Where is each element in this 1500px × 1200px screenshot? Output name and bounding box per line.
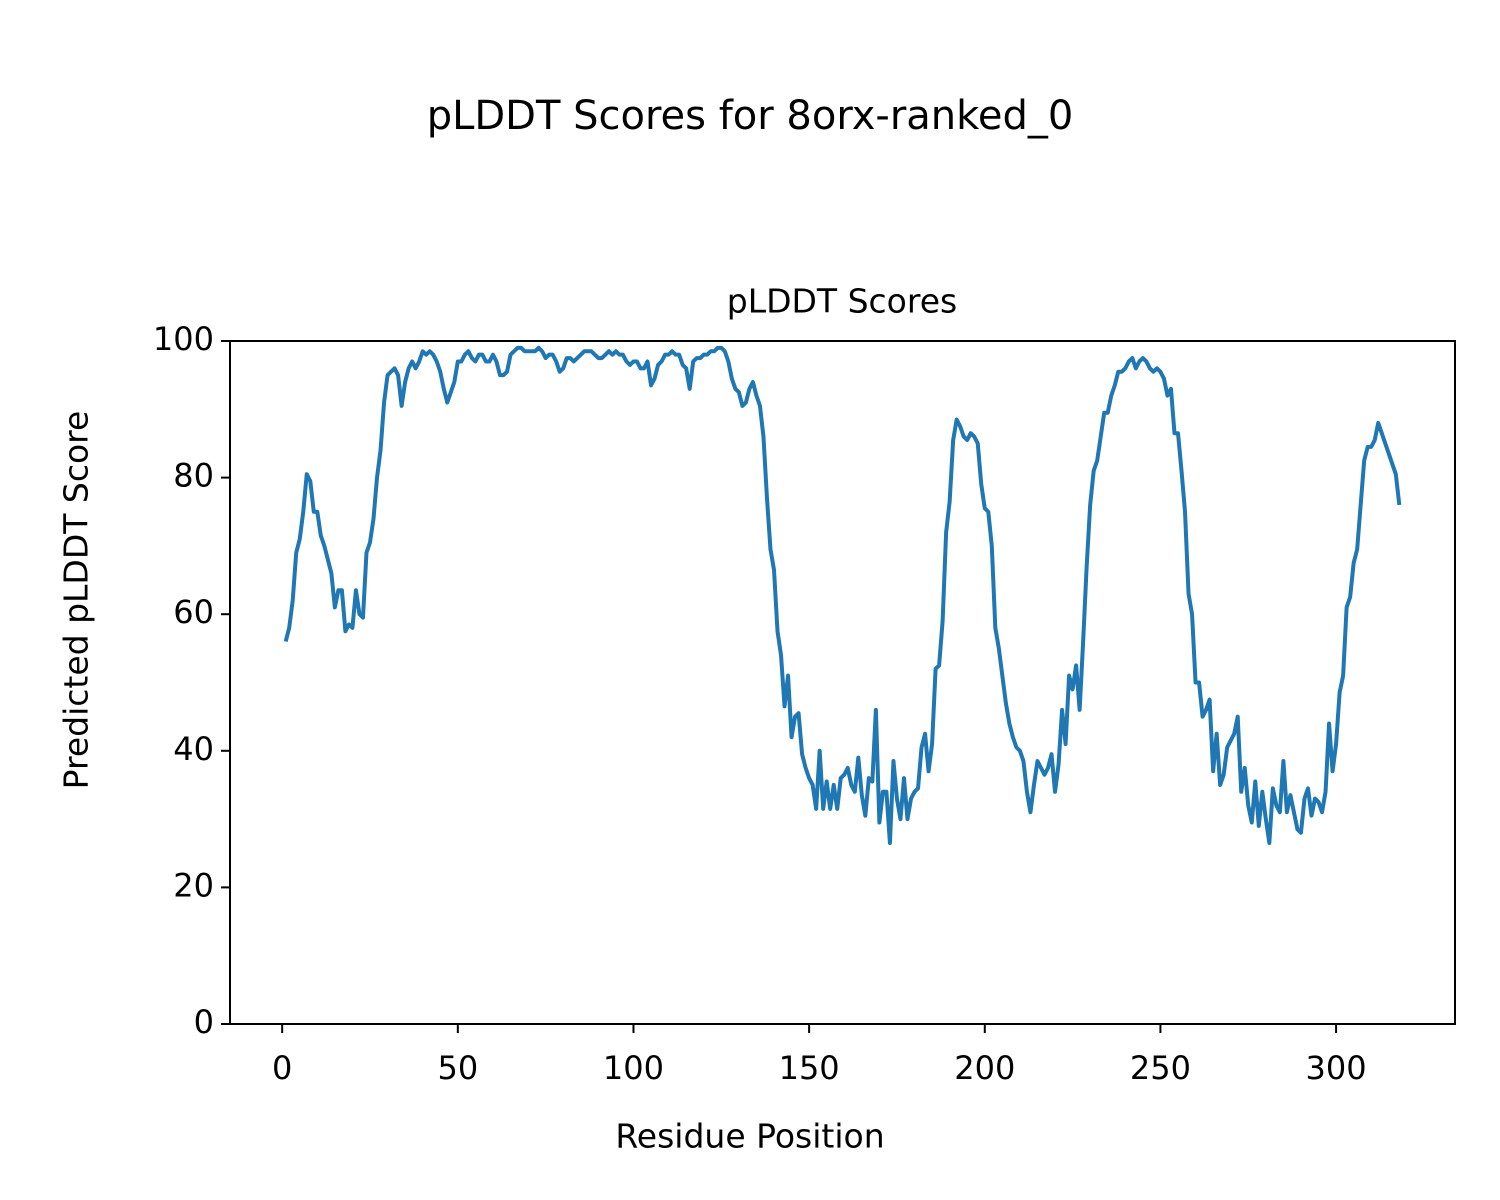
x-tick-label: 50 — [437, 1049, 478, 1087]
chart-title: pLDDT Scores for 8orx-ranked_0 — [427, 93, 1074, 139]
y-tick-label: 20 — [173, 866, 214, 904]
y-tick-label: 0 — [194, 1003, 214, 1041]
axes-frame — [229, 340, 1456, 1025]
y-tick-label: 60 — [173, 593, 214, 631]
y-axis-label: Predicted pLDDT Score — [57, 411, 96, 790]
axes-title: pLDDT Scores — [727, 282, 957, 321]
x-tick-label: 100 — [603, 1049, 664, 1087]
y-tick-label: 40 — [173, 730, 214, 768]
x-tick-label: 250 — [1130, 1049, 1191, 1087]
y-tick-label: 80 — [173, 457, 214, 495]
x-axis-label: Residue Position — [615, 1117, 884, 1156]
x-tick-label: 200 — [954, 1049, 1015, 1087]
score-line — [283, 345, 1402, 845]
x-tick-label: 150 — [779, 1049, 840, 1087]
y-tick-label: 100 — [153, 320, 214, 358]
x-tick-label: 0 — [272, 1049, 292, 1087]
x-tick-label: 300 — [1306, 1049, 1367, 1087]
